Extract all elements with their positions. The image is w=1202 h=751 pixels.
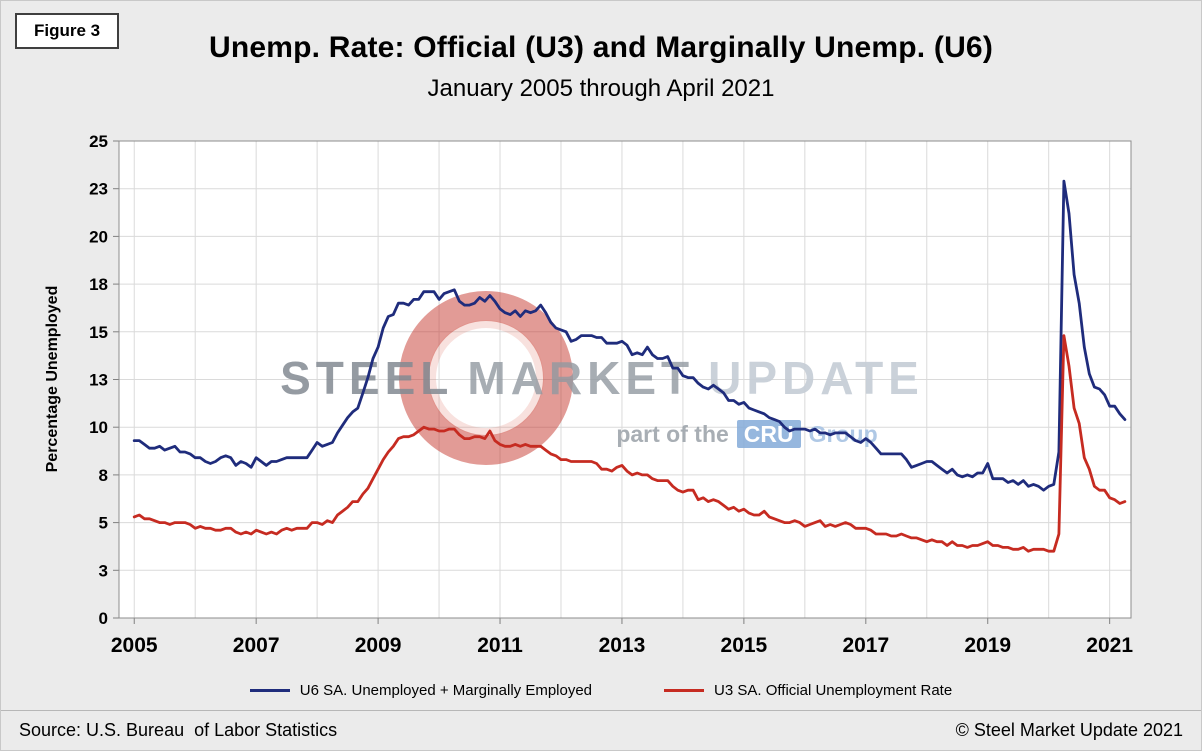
- chart-title: Unemp. Rate: Official (U3) and Marginall…: [208, 31, 994, 64]
- svg-text:20: 20: [89, 227, 108, 246]
- figure-label: Figure 3: [15, 13, 120, 49]
- figure-label-text: Figure 3: [34, 21, 101, 40]
- svg-text:2005: 2005: [111, 634, 158, 657]
- watermark-tagline-prefix: part of the: [616, 421, 729, 447]
- watermark-word-update: UPDATE: [708, 352, 924, 404]
- svg-text:2011: 2011: [477, 634, 523, 657]
- chart-legend: U6 SA. Unemployed + Marginally Employed …: [1, 682, 1201, 699]
- legend-item-u3: U3 SA. Official Unemployment Rate: [664, 682, 952, 699]
- cru-logo-badge: CRU: [736, 420, 801, 448]
- svg-text:13: 13: [89, 371, 108, 390]
- svg-text:15: 15: [89, 323, 108, 342]
- svg-text:25: 25: [89, 132, 108, 151]
- svg-text:2009: 2009: [355, 634, 402, 657]
- svg-text:2017: 2017: [842, 634, 889, 657]
- legend-label-u3: U3 SA. Official Unemployment Rate: [714, 682, 953, 699]
- svg-text:18: 18: [89, 275, 108, 294]
- svg-text:10: 10: [89, 418, 108, 437]
- svg-text:3: 3: [99, 561, 108, 580]
- watermark-tagline-suffix: Group: [808, 421, 878, 447]
- watermark-text: STEEL MARKET UPDATE: [1, 351, 1201, 405]
- y-axis-label: Percentage Unemployed: [44, 285, 61, 473]
- copyright-text: © Steel Market Update 2021: [955, 720, 1183, 740]
- source-text: Source: U.S. Bureau of Labor Statistics: [19, 720, 338, 740]
- svg-text:8: 8: [99, 466, 108, 485]
- svg-text:0: 0: [99, 609, 108, 628]
- watermark-word-market: MARKET: [467, 352, 695, 404]
- chart-subtitle: January 2005 through April 2021: [427, 75, 775, 102]
- legend-label-u6: U6 SA. Unemployed + Marginally Employed: [299, 682, 593, 699]
- u6-line-swatch-icon: [249, 689, 290, 692]
- smu-logo-ring-icon: [399, 291, 573, 465]
- svg-text:2019: 2019: [964, 634, 1011, 657]
- watermark-word-steel: STEEL: [280, 352, 454, 404]
- svg-text:2021: 2021: [1086, 634, 1133, 657]
- legend-item-u6: U6 SA. Unemployed + Marginally Employed: [249, 682, 593, 699]
- footer: Source: U.S. Bureau of Labor Statistics …: [1, 710, 1201, 750]
- svg-text:5: 5: [99, 514, 108, 533]
- svg-text:23: 23: [89, 180, 108, 199]
- svg-text:2013: 2013: [599, 634, 646, 657]
- watermark-tagline: part of the CRU Group: [146, 420, 1201, 448]
- svg-text:2015: 2015: [721, 634, 768, 657]
- svg-text:2007: 2007: [233, 634, 280, 657]
- u3-line-swatch-icon: [664, 689, 705, 692]
